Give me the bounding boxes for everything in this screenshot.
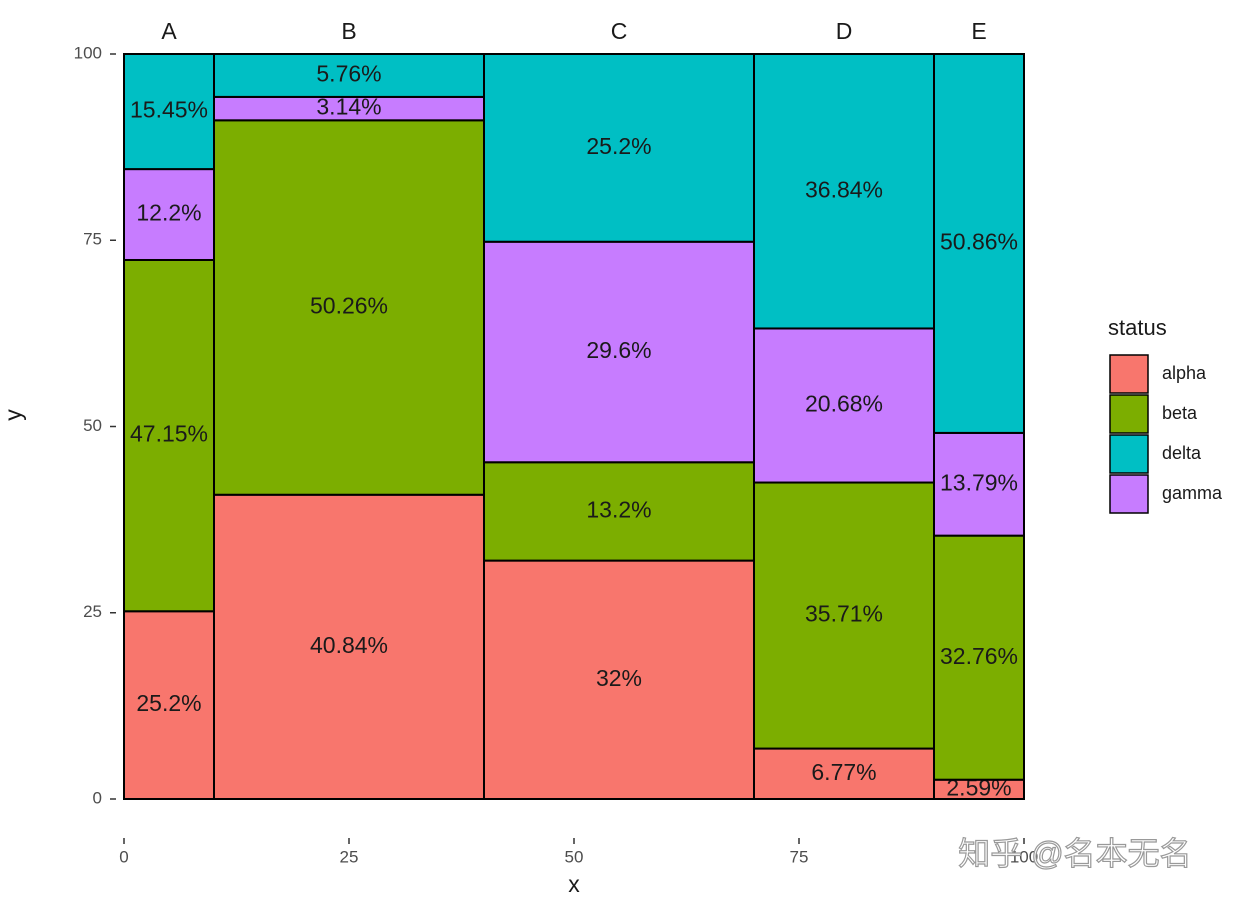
data-label: 50.86%: [940, 229, 1018, 255]
data-label: 25.2%: [586, 133, 651, 159]
data-label: 29.6%: [586, 337, 651, 363]
legend-label: alpha: [1162, 363, 1207, 383]
x-tick-label: 75: [790, 847, 809, 866]
data-label: 32%: [596, 665, 642, 691]
y-axis-title: y: [0, 409, 26, 421]
mosaic-tile: [753, 327, 935, 484]
legend-label: gamma: [1162, 483, 1223, 503]
x-tick-label: 100: [1010, 847, 1038, 866]
mosaic-tile: [213, 119, 485, 496]
legend-label: delta: [1162, 443, 1202, 463]
y-tick-label: 25: [83, 602, 102, 621]
y-tick-label: 75: [83, 230, 102, 249]
mosaic-tile: [213, 53, 485, 98]
x-axis-title: x: [568, 871, 580, 897]
y-tick-label: 50: [83, 416, 102, 435]
x-tick-label: 50: [565, 847, 584, 866]
data-label: 35.71%: [805, 601, 883, 627]
data-label: 47.15%: [130, 421, 208, 447]
column-label: B: [341, 18, 356, 44]
data-label: 5.76%: [316, 61, 381, 87]
y-tick-label: 0: [93, 788, 102, 807]
data-label: 36.84%: [805, 176, 883, 202]
watermark: 知乎 @名本无名: [958, 835, 1191, 871]
data-label: 13.79%: [940, 469, 1018, 495]
mosaic-tile: [753, 481, 935, 750]
legend-label: beta: [1162, 403, 1198, 423]
mosaic-tile: [483, 53, 755, 243]
mosaic-tile: [933, 534, 1025, 781]
column-label: C: [611, 18, 628, 44]
mosaic-tile: [123, 610, 215, 801]
y-tick-label: 100: [74, 43, 102, 62]
mosaic-tile: [753, 53, 935, 330]
x-tick-label: 25: [340, 847, 359, 866]
data-label: 15.45%: [130, 97, 208, 123]
data-label: 20.68%: [805, 391, 883, 417]
data-label: 6.77%: [811, 759, 876, 785]
column-label: D: [836, 18, 853, 44]
mosaic-tile: [483, 559, 755, 800]
data-label: 3.14%: [316, 94, 381, 120]
legend-key: [1109, 394, 1149, 434]
column-label: A: [161, 18, 177, 44]
x-tick-label: 0: [119, 847, 128, 866]
column-label: E: [971, 18, 986, 44]
legend-title: status: [1108, 315, 1167, 340]
mosaic-tile: [123, 168, 215, 261]
data-label: 50.26%: [310, 293, 388, 319]
data-label: 12.2%: [136, 200, 201, 226]
legend-key: [1109, 354, 1149, 394]
legend-key: [1109, 474, 1149, 514]
mosaic-tile: [933, 53, 1025, 434]
data-label: 25.2%: [136, 690, 201, 716]
data-label: 40.84%: [310, 632, 388, 658]
legend-key: [1109, 434, 1149, 474]
mosaic-tile: [123, 258, 215, 613]
data-label: 32.76%: [940, 643, 1018, 669]
data-label: 13.2%: [586, 497, 651, 523]
mosaic-tile: [933, 431, 1025, 537]
mosaic-tile: [213, 493, 485, 800]
mosaic-tile: [123, 53, 215, 171]
